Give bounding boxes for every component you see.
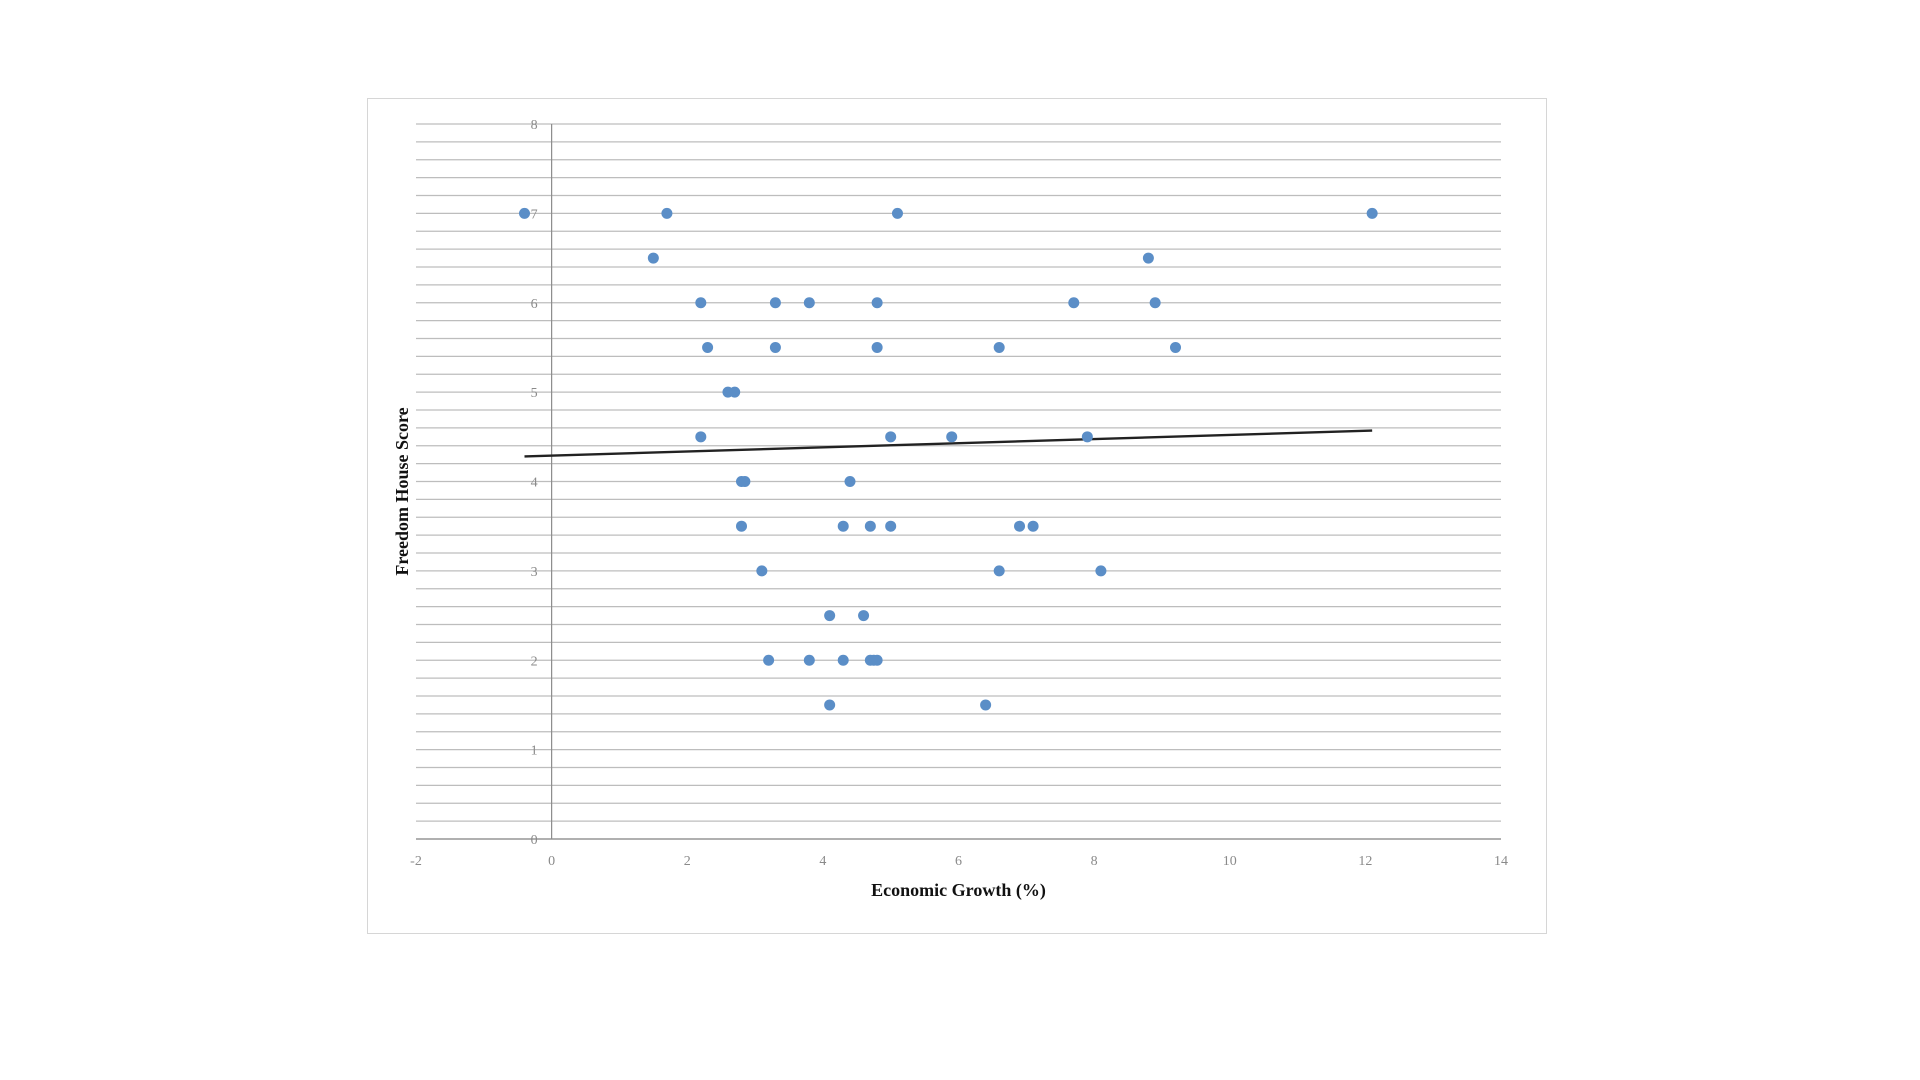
y-tick-label: 1 <box>531 744 538 759</box>
data-point <box>1149 297 1161 309</box>
data-point <box>803 297 815 309</box>
data-point <box>695 431 707 443</box>
data-point <box>769 341 781 353</box>
x-tick-label: 12 <box>1358 854 1372 869</box>
data-point <box>736 520 747 532</box>
data-point <box>837 654 849 666</box>
x-tick-label: 2 <box>684 854 691 869</box>
data-point <box>1081 431 1093 443</box>
data-point <box>824 699 836 711</box>
trendline <box>524 429 1373 458</box>
data-point <box>769 297 781 309</box>
data-point <box>993 341 1005 353</box>
data-point <box>864 520 876 532</box>
x-tick-label: -2 <box>410 854 422 869</box>
data-point <box>871 341 883 353</box>
data-point <box>1170 341 1181 353</box>
x-tick-label: 4 <box>819 854 826 869</box>
data-point <box>661 207 673 219</box>
data-point <box>844 476 856 487</box>
y-tick-label: 3 <box>531 565 538 580</box>
data-point <box>647 252 659 264</box>
data-point <box>695 297 707 309</box>
trendline-layer <box>524 429 1373 458</box>
data-point <box>1014 520 1026 532</box>
y-tick-label: 8 <box>531 118 538 133</box>
y-tick-label: 6 <box>531 297 538 312</box>
data-point <box>756 565 768 577</box>
data-point <box>837 520 849 532</box>
data-point <box>803 654 815 666</box>
x-axis-title: Economic Growth (%) <box>871 880 1046 901</box>
data-point <box>885 431 897 443</box>
y-tick-label: 7 <box>531 207 538 222</box>
grid-lines <box>416 123 1501 840</box>
x-tick-label: 6 <box>955 854 962 869</box>
y-tick-label: 2 <box>531 654 538 669</box>
data-point <box>1068 297 1080 309</box>
data-point <box>1027 520 1039 532</box>
data-point <box>871 297 883 309</box>
data-point <box>1142 252 1154 264</box>
data-point <box>763 654 775 666</box>
y-tick-label: 5 <box>531 386 538 401</box>
x-tick-label: 10 <box>1223 854 1237 869</box>
data-points <box>519 207 1378 711</box>
x-tick-label: 0 <box>548 854 555 869</box>
data-point <box>871 654 883 666</box>
x-tick-label: 14 <box>1494 854 1508 869</box>
data-point <box>858 610 870 622</box>
data-point <box>885 520 897 532</box>
y-tick-label: 4 <box>531 476 538 491</box>
data-point <box>980 699 992 711</box>
chart-frame: -2 0 2 4 6 8 10 12 14 0 1 2 3 4 5 6 7 8 Economic Growth (… <box>367 98 1547 934</box>
data-point <box>824 610 836 622</box>
x-tick-label: 8 <box>1091 854 1098 869</box>
data-point <box>993 565 1005 577</box>
axes <box>416 124 1501 840</box>
data-point <box>702 341 714 353</box>
data-point <box>519 207 530 219</box>
data-point <box>729 386 741 398</box>
y-axis-title: Freedom House Score <box>392 407 412 575</box>
data-point <box>891 207 903 219</box>
data-point <box>1366 207 1378 219</box>
data-point <box>946 431 958 443</box>
y-tick-label: 0 <box>531 833 538 848</box>
data-point <box>1095 565 1107 577</box>
data-point <box>739 476 751 487</box>
